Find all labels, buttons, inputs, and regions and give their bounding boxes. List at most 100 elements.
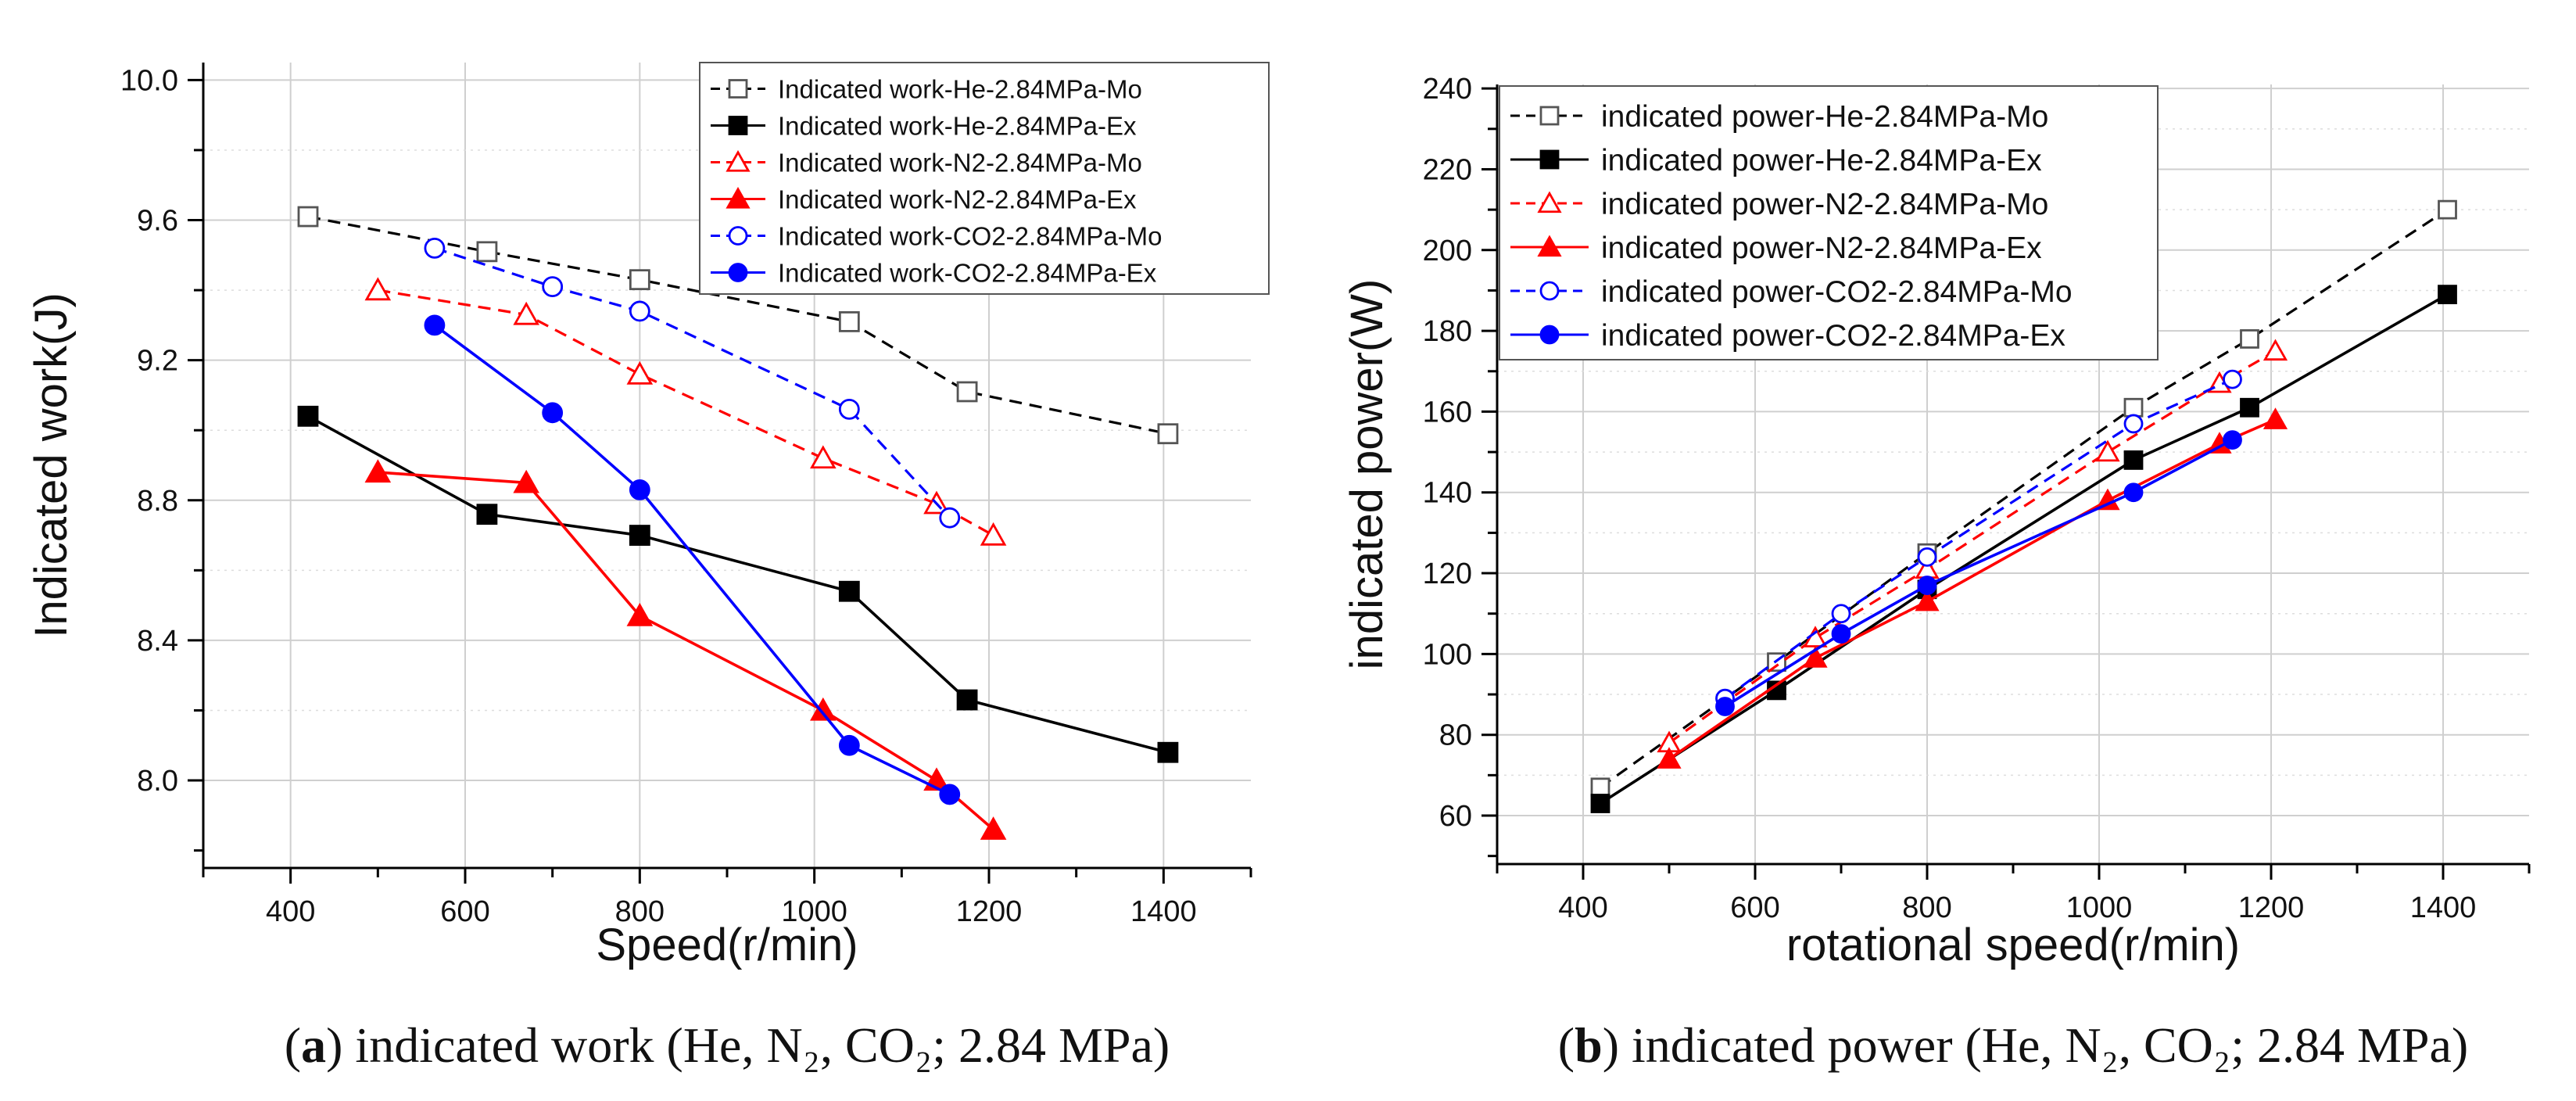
- series: [1657, 407, 2288, 769]
- legend-label: indicated power-N2-2.84MPa-Ex: [1601, 231, 2042, 265]
- caption-part: ) indicated power (He, N₂, CO₂; 2.84 MPa…: [1603, 1017, 2469, 1073]
- chart-indicated-power: 400 600 800 1000 1200 1400 60 80 100 120 140 160 180…: [1342, 73, 2531, 1073]
- legend-label: indicated power-He-2.84MPa-Mo: [1601, 100, 2048, 134]
- legend-marker: [1537, 235, 1562, 257]
- data-point: [1803, 646, 1828, 668]
- data-point: [542, 276, 564, 298]
- x-tick-label: 1200: [2238, 891, 2305, 924]
- data-point: [1590, 794, 1610, 813]
- x-tick-label: 1000: [781, 895, 847, 928]
- data-point: [629, 525, 650, 546]
- x-tick-label: 600: [440, 895, 489, 928]
- y-tick-label: 200: [1423, 235, 1472, 267]
- legend-label: indicated power-He-2.84MPa-Ex: [1601, 144, 2042, 178]
- legend-marker: [1537, 191, 1562, 213]
- caption-part: a: [301, 1017, 326, 1073]
- caption-part: (: [1558, 1017, 1575, 1073]
- series: [424, 314, 961, 805]
- x-tick-label: 1000: [2066, 891, 2133, 924]
- data-point: [1917, 547, 1937, 567]
- data-point: [2095, 439, 2120, 462]
- y-tick-label: 60: [1439, 800, 1472, 833]
- series: [1715, 430, 2242, 716]
- y-tick-label: 9.2: [137, 345, 178, 378]
- data-point: [2263, 407, 2288, 429]
- series: [1590, 285, 2457, 813]
- x-tick-label: 1400: [1130, 895, 1197, 928]
- y-tick-label: 160: [1423, 396, 1472, 429]
- data-point: [956, 381, 978, 403]
- data-point: [1915, 589, 1940, 611]
- data-point: [1590, 777, 1610, 798]
- x-tick-label: 1400: [2410, 891, 2477, 924]
- y-tick-label: 8.8: [137, 485, 178, 518]
- y-axis-title: Indicated work(J): [26, 292, 77, 638]
- data-point: [956, 689, 978, 711]
- data-point: [2095, 488, 2120, 511]
- data-point: [2123, 450, 2144, 470]
- legend-marker: [728, 226, 748, 246]
- y-tick-label: 240: [1423, 73, 1472, 106]
- series: [1657, 339, 2288, 753]
- legend-label: Indicated work-He-2.84MPa-Mo: [778, 74, 1142, 103]
- legend-marker: [728, 79, 748, 99]
- data-point: [364, 277, 392, 301]
- caption-part: b: [1575, 1017, 1603, 1073]
- legend-marker: [726, 150, 751, 172]
- legend-box: [1499, 85, 2159, 360]
- data-point: [424, 314, 446, 336]
- legend-marker: [728, 116, 748, 135]
- data-point: [1831, 604, 1851, 624]
- y-tick-label: 8.4: [137, 625, 178, 658]
- series-line: [307, 215, 1169, 436]
- legend-label: Indicated work-He-2.84MPa-Ex: [778, 111, 1137, 140]
- legend-marker: [1539, 281, 1560, 301]
- y-tick-label: 120: [1423, 558, 1472, 590]
- legend-marker: [726, 187, 751, 209]
- y-tick-label: 9.6: [137, 205, 178, 238]
- data-point: [838, 310, 860, 332]
- legend-marker: [1539, 149, 1560, 170]
- x-axis-title: rotational speed(r/min): [1786, 920, 2240, 970]
- x-tick-label: 400: [1558, 891, 1607, 924]
- y-tick-label: 180: [1423, 315, 1472, 348]
- data-point: [838, 734, 860, 756]
- data-point: [939, 507, 961, 529]
- x-tick-label: 800: [615, 895, 665, 928]
- x-tick-label: 1200: [956, 895, 1023, 928]
- caption: (b) indicated power (He, N₂, CO₂; 2.84 M…: [1558, 1017, 2468, 1073]
- data-point: [1831, 624, 1851, 644]
- data-point: [297, 405, 319, 427]
- data-point: [476, 241, 498, 263]
- data-point: [2438, 199, 2457, 220]
- legend-label: indicated power-N2-2.84MPa-Mo: [1601, 188, 2048, 221]
- y-tick-label: 100: [1423, 638, 1472, 671]
- caption-part: ) indicated work (He, N₂, CO₂; 2.84 MPa): [326, 1017, 1170, 1073]
- data-point: [2263, 339, 2288, 361]
- data-point: [2123, 482, 2144, 503]
- x-tick-label: 600: [1730, 891, 1779, 924]
- data-point: [2123, 414, 2144, 434]
- series: [297, 405, 1179, 763]
- chart-indicated-work: 400 600 800 1000 1200 1400 8.0 8.4 8.8 9.2 9.6 10.0…: [26, 62, 1270, 1073]
- legend-marker: [1539, 106, 1560, 126]
- x-tick-label: 400: [266, 895, 315, 928]
- data-point: [980, 522, 1007, 546]
- data-point: [364, 459, 392, 483]
- legend: indicated power-He-2.84MPa-Mo indicated p…: [1499, 85, 2159, 360]
- data-point: [626, 602, 654, 626]
- data-point: [629, 479, 650, 500]
- legend-marker: [1539, 325, 1560, 345]
- x-tick-label: 800: [1902, 891, 1951, 924]
- data-point: [810, 697, 837, 721]
- data-point: [297, 206, 319, 228]
- data-point: [626, 360, 654, 385]
- data-point: [476, 504, 498, 525]
- series-line: [1668, 350, 2277, 744]
- y-tick-label: 10.0: [120, 64, 178, 97]
- series: [297, 206, 1179, 445]
- caption: (a) indicated work (He, N₂, CO₂; 2.84 MP…: [285, 1017, 1170, 1073]
- y-tick-label: 220: [1423, 153, 1472, 186]
- series: [1715, 369, 2242, 708]
